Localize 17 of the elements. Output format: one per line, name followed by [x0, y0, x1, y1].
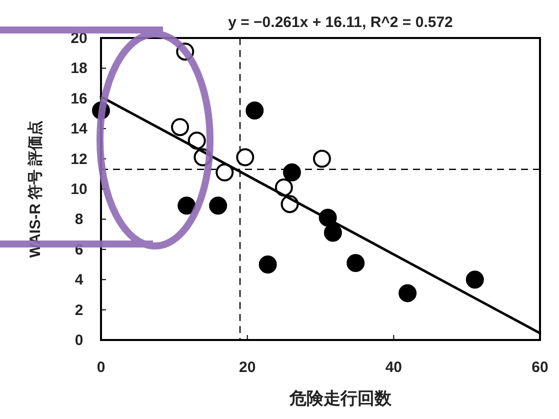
x-tick-label: 40	[385, 359, 402, 376]
y-tick-label: 20	[70, 30, 88, 47]
x-tick-label: 0	[96, 359, 106, 376]
y-tick-label: 18	[70, 60, 88, 78]
y-tick-label: 4	[74, 272, 84, 289]
y-tick-label: 8	[74, 211, 84, 228]
y-tick-label: 10	[70, 181, 88, 198]
y-tick-label: 2	[74, 302, 84, 319]
y-tick-label: 16	[70, 90, 88, 108]
x-tick-label: 60	[532, 359, 548, 376]
x-axis-title: 危険走行回数	[288, 389, 392, 408]
y-tick-label: 12	[70, 150, 88, 168]
y-axis-title: WAIS-R 符号 評価点	[27, 120, 44, 258]
x-tick-label: 20	[238, 359, 256, 376]
chart-title: y = −0.261x + 16.11, R^2 = 0.572	[228, 14, 453, 31]
y-tick-label: 14	[70, 120, 88, 138]
y-tick-label: 0	[74, 332, 84, 349]
